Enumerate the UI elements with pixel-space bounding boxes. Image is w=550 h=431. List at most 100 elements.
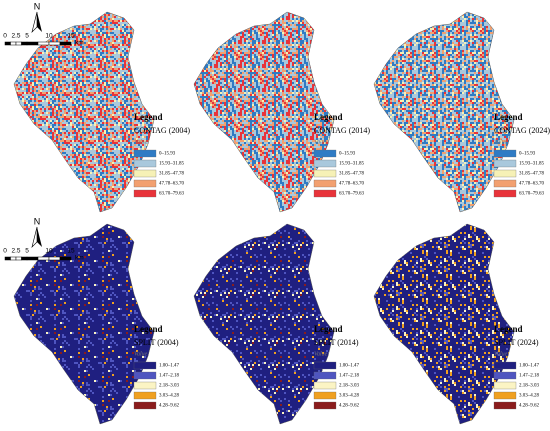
scale-label: 2.5	[11, 248, 20, 255]
legend-label: 1.00–1.47	[159, 364, 180, 369]
legend-swatch	[313, 361, 337, 370]
scale-segment	[4, 41, 11, 46]
scale-unit: km	[75, 255, 84, 262]
legend-title: Legend	[134, 112, 163, 122]
legend-name: SPLIT (2024)	[494, 338, 539, 347]
study-area	[193, 11, 335, 213]
legend-label: 31.85–47.78	[519, 172, 545, 177]
scale-segment	[15, 41, 22, 46]
legend-swatch	[313, 401, 337, 410]
legend-swatch	[493, 391, 517, 400]
legend-label: 4.28–9.62	[519, 404, 540, 409]
legend-swatch	[493, 149, 517, 158]
legend-label: 0–15.93	[519, 152, 536, 157]
scale-segment	[15, 256, 22, 261]
legend-swatch	[133, 149, 157, 158]
legend-swatch	[493, 371, 517, 380]
legend-field: Value	[494, 139, 508, 145]
scale-segment	[48, 41, 61, 46]
legend-swatch	[313, 149, 337, 158]
north-arrow	[37, 12, 42, 32]
scale-segment	[37, 41, 50, 46]
legend-label: 4.28–9.62	[339, 404, 360, 409]
legend-name: SPLIT (2004)	[134, 338, 179, 347]
legend-swatch	[493, 401, 517, 410]
legend-label: 47.78–63.70	[159, 182, 185, 187]
scale-segment	[26, 41, 39, 46]
scale-segment	[10, 41, 17, 46]
legend-label: 1.00–1.47	[519, 364, 540, 369]
scale-segment	[26, 256, 39, 261]
scale-segment	[4, 256, 11, 261]
legend-label: 0–15.93	[339, 152, 356, 157]
legend-label: 15.93–31.85	[339, 162, 365, 167]
legend-swatch	[313, 159, 337, 168]
north-arrow	[37, 227, 42, 247]
legend-field: Value	[134, 351, 148, 357]
legend-label: 1.47–2.18	[159, 374, 180, 379]
legend-swatch	[493, 361, 517, 370]
scale-segment	[21, 41, 28, 46]
legend-swatch	[133, 401, 157, 410]
legend-swatch	[313, 371, 337, 380]
legend-swatch	[493, 169, 517, 178]
legend-swatch	[133, 391, 157, 400]
study-area	[373, 223, 515, 425]
legend-label: 3.03–4.28	[519, 394, 540, 399]
legend-label: 47.78–63.70	[339, 182, 365, 187]
legend-label: 4.28–9.62	[159, 404, 180, 409]
legend-name: CONTAG (2014)	[314, 126, 370, 135]
scale-label: 15	[67, 33, 75, 40]
study-area	[373, 11, 515, 213]
scale-label: 5	[25, 33, 29, 40]
legend-swatch	[133, 179, 157, 188]
scale-label: 15	[67, 248, 75, 255]
scale-label: 10	[45, 33, 53, 40]
legend-label: 3.03–4.28	[159, 394, 180, 399]
north-label: N	[34, 1, 41, 11]
scale-segment	[21, 256, 28, 261]
legend-title: Legend	[494, 324, 523, 334]
scale-segment	[59, 256, 72, 261]
scale-segment	[37, 256, 50, 261]
study-area	[13, 11, 155, 213]
study-area	[193, 223, 335, 425]
legend-swatch	[133, 371, 157, 380]
legend-swatch	[493, 189, 517, 198]
legend-name: CONTAG (2024)	[494, 126, 550, 135]
legend-label: 3.03–4.28	[339, 394, 360, 399]
legend-swatch	[313, 391, 337, 400]
legend-swatch	[133, 361, 157, 370]
legend-label: 2.18–3.03	[519, 384, 540, 389]
study-area	[13, 223, 155, 425]
legend-name: SPLIT (2014)	[314, 338, 359, 347]
legend-label: 47.78–63.70	[519, 182, 545, 187]
scale-label: 0	[3, 248, 7, 255]
legend-label: 0–15.93	[159, 152, 176, 157]
legend-name: CONTAG (2004)	[134, 126, 190, 135]
legend-field: Value	[314, 351, 328, 357]
scale-label: 10	[45, 248, 53, 255]
legend-swatch	[493, 381, 517, 390]
scale-unit: km	[75, 40, 84, 47]
legend-title: Legend	[314, 324, 343, 334]
legend-swatch	[313, 179, 337, 188]
legend-swatch	[133, 169, 157, 178]
scale-segment	[59, 41, 72, 46]
legend-label: 31.85–47.78	[339, 172, 365, 177]
scale-segment	[10, 256, 17, 261]
legend-label: 1.00–1.47	[339, 364, 360, 369]
scale-label: 0	[3, 33, 7, 40]
legend-label: 31.85–47.78	[159, 172, 185, 177]
legend-label: 15.93–31.85	[519, 162, 545, 167]
legend-label: 15.93–31.85	[159, 162, 185, 167]
legend-swatch	[313, 169, 337, 178]
legend-swatch	[133, 159, 157, 168]
scale-label: 5	[25, 248, 29, 255]
legend-swatch	[493, 159, 517, 168]
north-label: N	[34, 216, 41, 226]
scale-label: 2.5	[11, 33, 20, 40]
legend-label: 1.47–2.18	[339, 374, 360, 379]
legend-field: Value	[314, 139, 328, 145]
